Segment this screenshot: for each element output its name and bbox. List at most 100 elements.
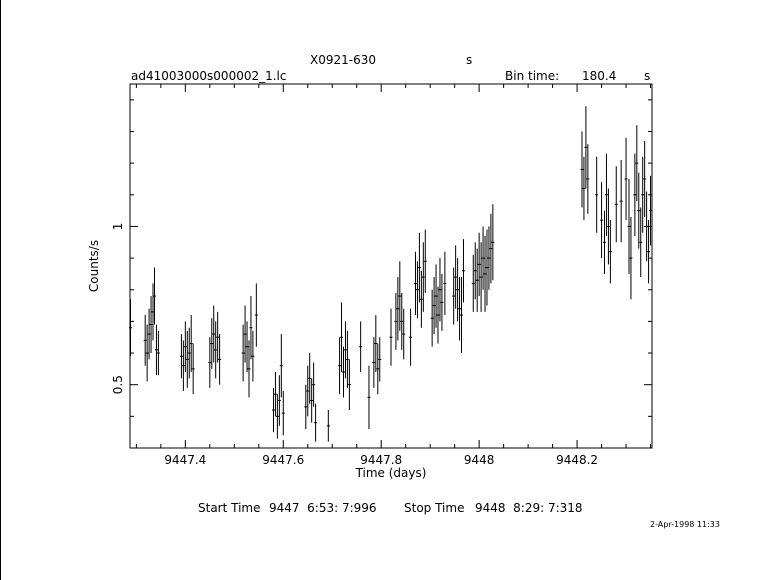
data-point (481, 226, 485, 290)
data-point (413, 251, 417, 316)
data-point (277, 375, 281, 426)
data-point (343, 321, 347, 379)
data-point (637, 172, 641, 249)
start-time-label: Start Time (198, 501, 261, 515)
data-point (374, 315, 378, 373)
data-point (624, 137, 628, 221)
x-tick-label: 9448 (464, 453, 495, 467)
data-point (438, 258, 442, 322)
y-tick-label: 1 (111, 223, 125, 231)
stop-time-value: 9448 8:29: 7:318 (475, 501, 583, 515)
data-point (629, 216, 633, 300)
data-point (604, 153, 608, 236)
data-point (279, 334, 283, 398)
data-point (251, 330, 255, 382)
data-point (189, 315, 193, 373)
data-point (249, 296, 253, 360)
data-point (181, 340, 185, 392)
data-point (389, 308, 393, 366)
data-point (340, 302, 344, 373)
x-axis-label: Time (days) (355, 466, 427, 480)
data-point (310, 378, 314, 423)
data-point (376, 343, 380, 395)
data-point (417, 232, 421, 303)
data-point (128, 299, 132, 357)
data-point (635, 125, 639, 202)
data-point (304, 384, 308, 430)
start-time-value: 9447 6:53: 7:996 (269, 501, 377, 515)
data-point (245, 321, 249, 373)
data-point (241, 324, 245, 382)
data-point (338, 337, 342, 395)
data-point (306, 365, 310, 417)
data-point (145, 324, 149, 382)
data-point (639, 207, 643, 278)
data-point (434, 264, 438, 328)
data-point (312, 362, 316, 407)
data-point (147, 308, 151, 360)
data-point (187, 327, 191, 379)
data-point (415, 261, 419, 319)
plot-frame (129, 83, 653, 449)
data-point (191, 343, 195, 395)
data-point (582, 156, 586, 221)
data-point (460, 277, 464, 354)
data-point (372, 337, 376, 388)
data-point (586, 144, 590, 214)
data-point (600, 182, 604, 259)
data-point (275, 394, 279, 439)
data-point (475, 248, 479, 312)
data-point (458, 277, 462, 341)
data-point (647, 220, 651, 284)
data-point (489, 213, 493, 284)
data-point (208, 337, 212, 388)
x-tick-label: 9448.2 (556, 453, 598, 467)
data-point (430, 289, 434, 347)
data-point (633, 153, 637, 236)
data-point (491, 204, 495, 281)
data-point (398, 261, 402, 331)
data-point (402, 308, 406, 360)
data-point (367, 365, 371, 430)
data-point (477, 232, 481, 297)
object-suffix: s (466, 53, 473, 67)
data-point (483, 235, 487, 312)
data-point (580, 131, 584, 208)
data-point (421, 242, 425, 312)
data-point (595, 156, 599, 233)
data-point (440, 273, 444, 331)
bin-time-label: Bin time: (505, 69, 560, 83)
data-point (210, 318, 214, 369)
data-point (152, 267, 156, 325)
stop-time-label: Stop Time (404, 501, 465, 515)
data-point (619, 159, 623, 243)
bin-time-value: 180.4 (582, 69, 617, 83)
data-point (179, 334, 183, 379)
data-point (185, 330, 189, 388)
data-point (645, 191, 649, 262)
data-point (271, 387, 275, 433)
data-point (603, 210, 607, 274)
data-point (347, 359, 351, 411)
data-point (584, 106, 588, 189)
data-point (345, 330, 349, 388)
x-tick-label: 9447.4 (164, 453, 206, 467)
data-point (454, 245, 458, 309)
data-point (378, 337, 382, 382)
data-point (432, 277, 436, 335)
y-axis-label: Counts/s (87, 240, 101, 292)
data-point (479, 242, 483, 312)
data-point (273, 372, 277, 417)
data-point (308, 353, 312, 404)
data-point (212, 305, 216, 363)
data-point (359, 321, 363, 373)
bin-time-unit: s (644, 69, 651, 83)
data-point (247, 340, 251, 398)
data-point (254, 283, 258, 347)
data-point (643, 140, 647, 217)
data-point (608, 220, 612, 284)
window-left-edge (0, 0, 1, 580)
data-point (326, 410, 330, 442)
x-tick-label: 9447.6 (262, 453, 304, 467)
